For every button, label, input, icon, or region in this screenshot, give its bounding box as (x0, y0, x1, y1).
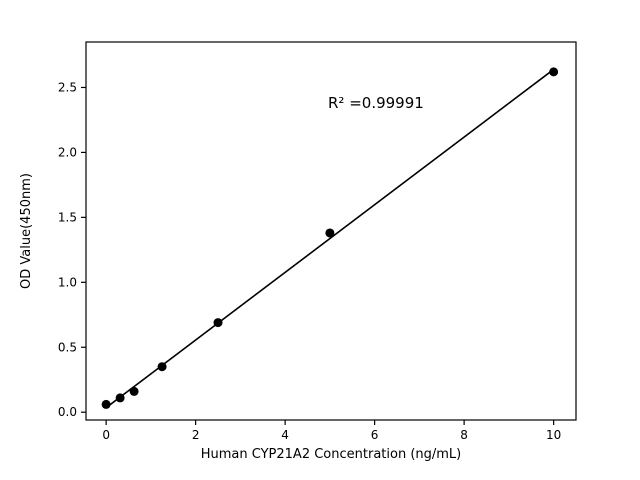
fit-line (105, 68, 555, 409)
x-tick-label: 8 (460, 428, 468, 442)
x-tick-label: 10 (546, 428, 561, 442)
data-point (325, 228, 335, 238)
data-point (213, 318, 223, 328)
x-axis-label: Human CYP21A2 Concentration (ng/mL) (201, 447, 462, 462)
y-tick-label: 1.0 (58, 275, 77, 289)
y-axis-label: OD Value(450nm) (19, 173, 34, 289)
data-point (115, 393, 125, 403)
y-tick-label: 2.5 (58, 80, 77, 94)
y-tick-label: 1.5 (58, 210, 77, 224)
data-point (101, 399, 111, 409)
r-squared-annotation: R² =0.99991 (328, 94, 424, 112)
y-tick-label: 0.0 (58, 405, 77, 419)
data-point (157, 362, 167, 372)
x-tick-label: 6 (371, 428, 379, 442)
x-tick-label: 2 (192, 428, 200, 442)
x-tick-label: 0 (102, 428, 110, 442)
data-point (549, 67, 559, 77)
data-point (129, 386, 139, 396)
y-tick-label: 2.0 (58, 145, 77, 159)
plot-border (85, 41, 577, 421)
y-tick-label: 0.5 (58, 340, 77, 354)
x-tick-label: 4 (281, 428, 289, 442)
